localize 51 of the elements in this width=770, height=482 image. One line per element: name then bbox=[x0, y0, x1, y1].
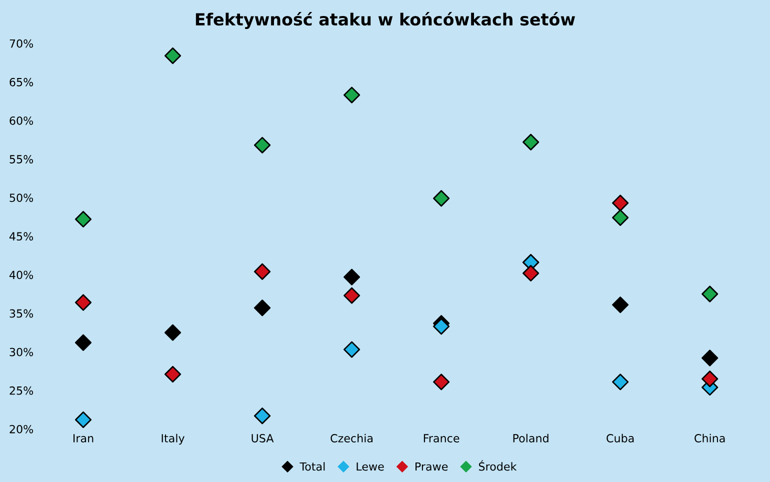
y-tick-label: 70% bbox=[10, 39, 34, 48]
chart-title: Efektywność ataku w końcówkach setów bbox=[196, 12, 576, 29]
point bbox=[164, 47, 182, 64]
point bbox=[164, 366, 182, 383]
y-tick-label: 65% bbox=[10, 78, 34, 86]
point bbox=[702, 286, 718, 302]
point bbox=[522, 264, 540, 282]
point bbox=[74, 334, 92, 351]
point bbox=[433, 374, 450, 390]
y-tick-label: 55% bbox=[10, 155, 34, 164]
y-tick-label: 60% bbox=[10, 116, 34, 125]
point bbox=[74, 210, 92, 228]
point bbox=[702, 350, 718, 366]
x-tick-label: Iran bbox=[74, 434, 94, 442]
point bbox=[343, 287, 360, 304]
y-tick-label: 50% bbox=[10, 194, 34, 202]
point bbox=[433, 190, 450, 207]
y-tick-label: 40% bbox=[9, 270, 34, 280]
point bbox=[164, 324, 182, 341]
x-tick-label: China bbox=[694, 434, 725, 442]
point bbox=[343, 268, 360, 286]
point bbox=[343, 341, 360, 358]
point bbox=[74, 294, 92, 311]
point bbox=[254, 300, 271, 316]
x-tick-label: France bbox=[424, 434, 460, 442]
point bbox=[74, 411, 92, 428]
legend-label: Lewe bbox=[356, 462, 384, 471]
x-tick-label: USA bbox=[252, 434, 274, 442]
y-tick-label: 30% bbox=[10, 348, 34, 356]
point bbox=[612, 209, 629, 226]
x-tick-label: Czechia bbox=[330, 434, 373, 442]
point bbox=[522, 134, 540, 150]
x-tick-label: Poland bbox=[513, 434, 548, 442]
point bbox=[254, 408, 271, 424]
x-tick-label: Cuba bbox=[606, 434, 634, 442]
point bbox=[343, 86, 360, 104]
legend-label: Total bbox=[300, 462, 325, 471]
point bbox=[612, 296, 629, 314]
point bbox=[254, 136, 271, 154]
x-tick-label: Italy bbox=[162, 434, 184, 445]
y-tick-label: 35% bbox=[10, 309, 34, 318]
point bbox=[254, 263, 271, 280]
legend-label: Środek bbox=[478, 460, 517, 471]
point bbox=[702, 370, 718, 388]
point bbox=[612, 374, 629, 390]
legend-label: Prawe bbox=[416, 462, 448, 471]
point bbox=[433, 318, 450, 335]
y-tick-label: 45% bbox=[9, 232, 34, 241]
point bbox=[612, 194, 629, 212]
y-tick-label: 25% bbox=[10, 386, 34, 395]
y-tick-label: 20% bbox=[10, 424, 34, 434]
